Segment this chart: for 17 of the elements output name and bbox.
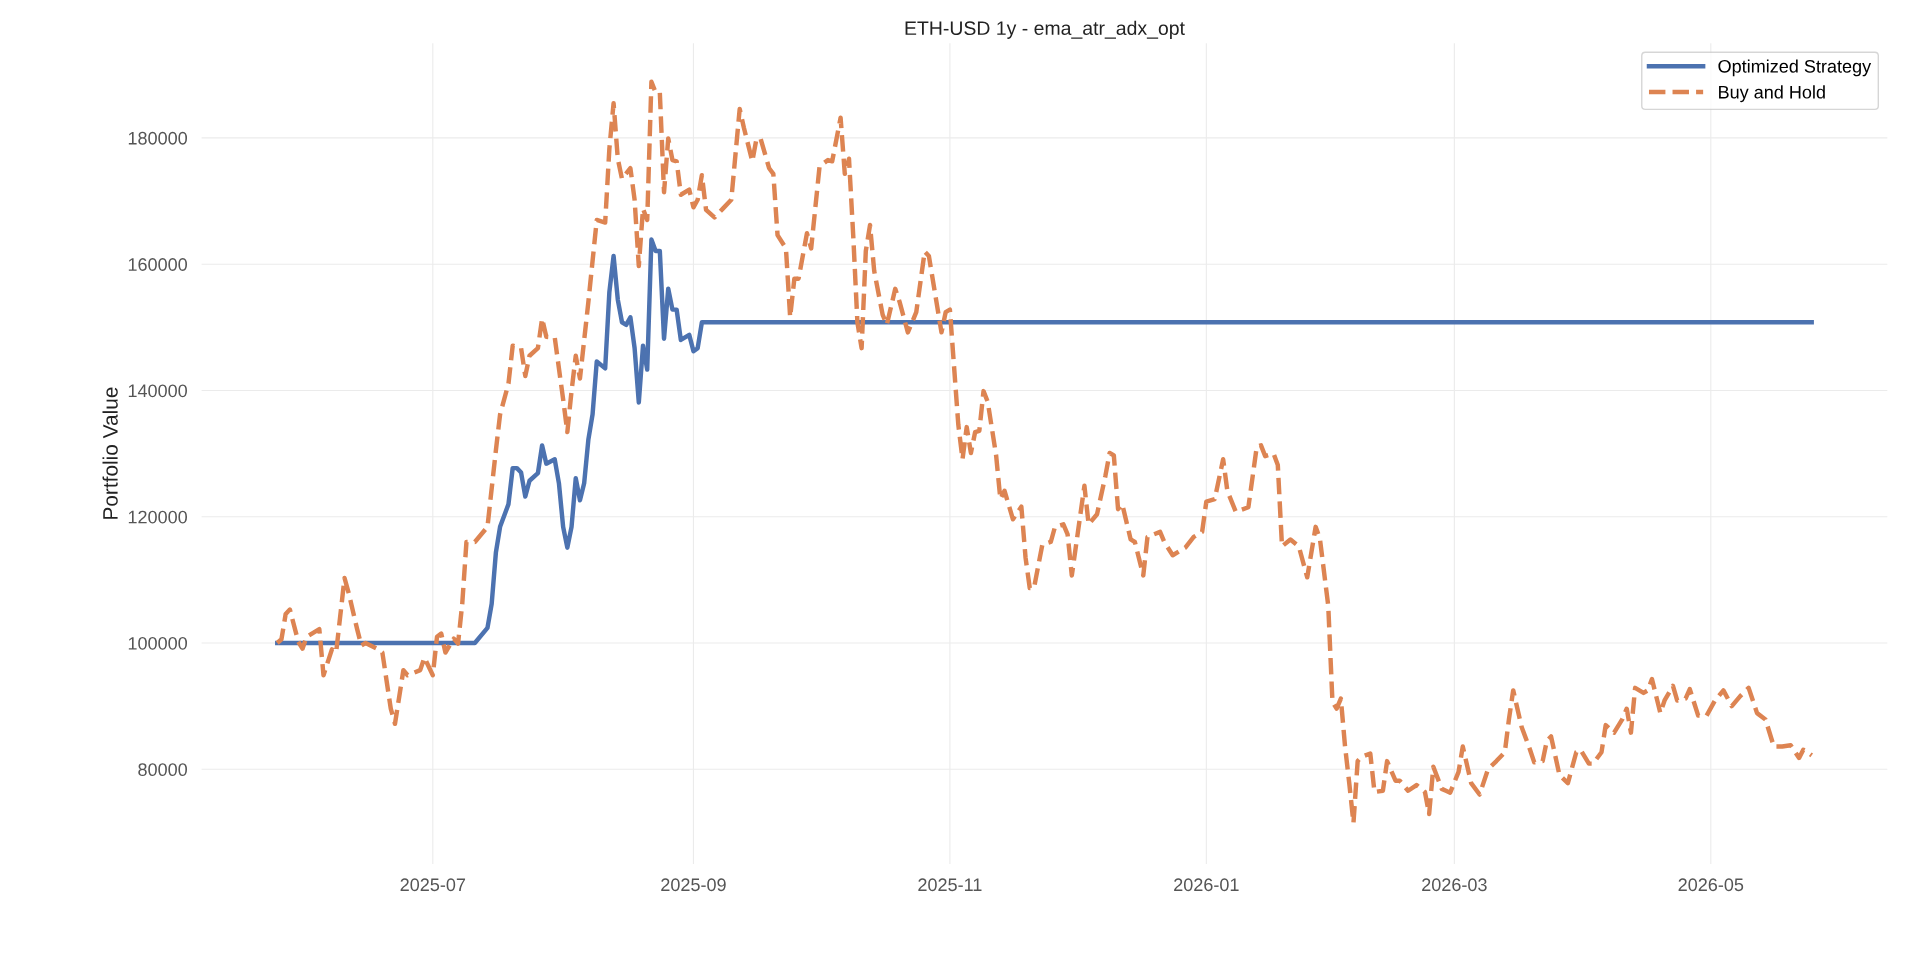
legend-label: Buy and Hold [1719, 85, 1825, 103]
x-tick-label: 2026-01 [1174, 878, 1239, 892]
chart-title: ETH-USD 1y - ema_atr_adx_opt [905, 20, 1185, 39]
x-tick-label: 2025-11 [918, 878, 982, 892]
legend-label: Optimized Strategy [1718, 59, 1872, 77]
y-tick-label: 160000 [128, 258, 188, 271]
x-tick-label: 2026-05 [1678, 878, 1744, 892]
x-tick-label: 2026-03 [1422, 878, 1487, 892]
y-tick-label: 140000 [128, 384, 188, 398]
x-tick-label: 2025-09 [661, 878, 726, 892]
y-tick-label: 180000 [128, 131, 188, 145]
y-tick-label: 100000 [128, 636, 188, 650]
y-axis-title: Portfolio Value [102, 387, 118, 519]
x-tick-label: 2025-07 [400, 878, 466, 892]
y-tick-label: 80000 [138, 763, 188, 777]
y-tick-label: 120000 [128, 510, 188, 524]
line-series [275, 237, 1814, 646]
